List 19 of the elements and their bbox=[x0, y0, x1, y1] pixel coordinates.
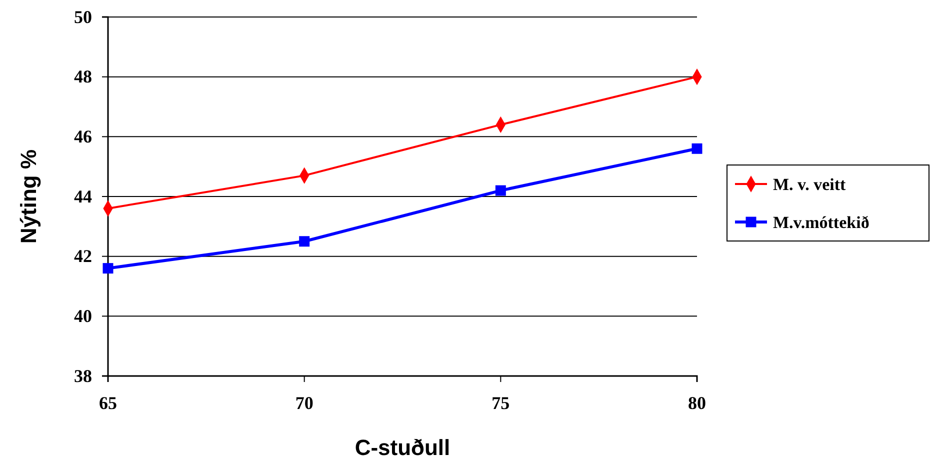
legend-label: M.v.móttekið bbox=[773, 213, 870, 232]
y-tick-label: 40 bbox=[74, 306, 92, 326]
x-tick-label: 80 bbox=[688, 392, 706, 413]
legend-label: M. v. veitt bbox=[773, 175, 846, 194]
y-tick-label: 50 bbox=[74, 6, 92, 27]
point bbox=[102, 263, 114, 274]
y-tick-label: 42 bbox=[74, 246, 92, 266]
y-tick-label: 44 bbox=[74, 186, 92, 206]
point bbox=[299, 236, 310, 247]
y-tick-label: 38 bbox=[74, 366, 92, 386]
y-axis-title: Nýting % bbox=[16, 149, 41, 244]
point bbox=[495, 185, 506, 196]
y-tick-label: 46 bbox=[74, 126, 92, 146]
point bbox=[692, 143, 702, 154]
x-tick-label: 70 bbox=[295, 392, 314, 413]
x-axis-title: C-stuðull bbox=[354, 435, 450, 460]
x-tick-label: 65 bbox=[99, 392, 117, 413]
x-tick-label: 75 bbox=[492, 392, 510, 413]
y-tick-label: 48 bbox=[74, 66, 92, 87]
